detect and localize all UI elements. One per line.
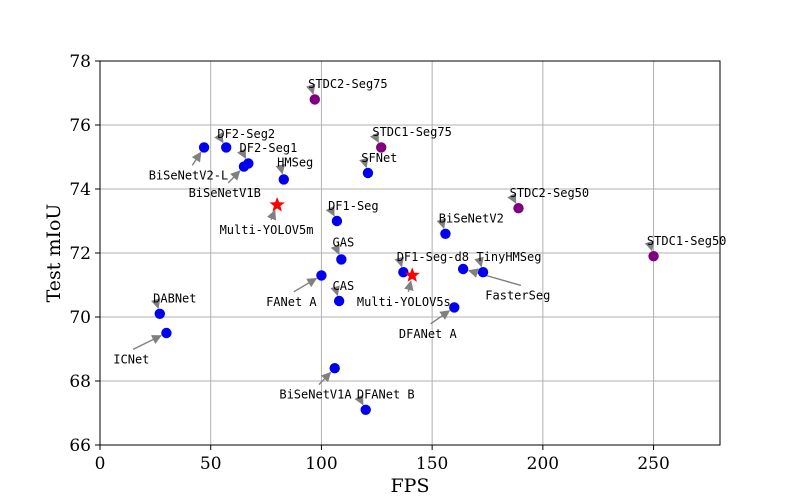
arrow-dfanet-a <box>430 310 451 325</box>
arrow-stdc1-seg50 <box>644 240 655 252</box>
label-fanet-a: FANet A <box>266 295 317 309</box>
point-df2-seg2 <box>221 142 232 153</box>
label-hmseg: HMSeg <box>277 156 313 170</box>
point-df1-seg <box>331 215 343 227</box>
x-tick-label: 100 <box>305 454 337 474</box>
y-tick-label: 66 <box>69 436 91 456</box>
label-stdc2-seg50: STDC2-Seg50 <box>510 186 589 200</box>
arrow-icnet <box>132 335 162 351</box>
y-axis-label: Test mIoU <box>43 204 65 303</box>
arrow-dfanet-b <box>354 394 364 406</box>
y-tick-label: 78 <box>69 52 91 72</box>
arrow-sfnet <box>359 157 369 169</box>
point-bisenetv1b <box>238 161 250 172</box>
point-stdc1-seg75 <box>376 142 387 153</box>
label-fasterseg: FasterSeg <box>485 288 550 302</box>
data-points <box>154 94 659 415</box>
y-tick-label: 72 <box>69 244 91 264</box>
label-df1-seg-d8: DF1-Seg-d8 <box>397 250 469 264</box>
label-bisenetv1a: BiSeNetV1A <box>279 388 352 402</box>
x-tick-label: 150 <box>416 454 448 474</box>
arrow-hmseg <box>275 163 286 175</box>
label-multi-yolov5m: Multi-YOLOV5m <box>220 223 314 237</box>
point-dfanet-a <box>449 302 460 313</box>
arrow-fanet-a <box>293 277 318 293</box>
arrow-tinyhmseg <box>474 256 484 268</box>
arrow-gas <box>330 243 340 255</box>
arrow-fasterseg <box>467 268 522 287</box>
point-multi-yolov5m <box>269 197 285 212</box>
point-gas <box>336 254 347 265</box>
axis-ticks: 0 50 100 150 200 250 66 68 70 72 74 76 78 <box>69 52 669 474</box>
arrow-dabnet <box>150 298 161 309</box>
arrow-stdc2-seg50 <box>507 192 517 204</box>
point-stdc2-seg50 <box>513 203 524 214</box>
point-sfnet <box>362 167 374 179</box>
x-tick-label: 0 <box>95 454 106 474</box>
point-bisenetv2-l <box>198 142 210 153</box>
label-bisenetv2-l: BiSeNetV2-L <box>149 168 228 182</box>
y-tick-label: 68 <box>69 372 91 392</box>
point-cas <box>333 295 345 307</box>
label-stdc2-seg75: STDC2-Seg75 <box>308 77 387 91</box>
x-tick-label: 50 <box>200 454 222 474</box>
label-icnet: ICNet <box>113 352 149 366</box>
point-df1-seg-d8 <box>398 267 409 278</box>
point-bisenetv2 <box>440 228 451 239</box>
label-df1-seg: DF1-Seg <box>328 199 379 213</box>
label-sfnet: SFNet <box>361 151 397 165</box>
x-tick-label: 250 <box>637 454 669 474</box>
arrow-bisenetv1a <box>318 371 332 386</box>
label-df2-seg2: DF2-Seg2 <box>217 127 275 141</box>
point-stdc1-seg50 <box>648 251 659 262</box>
point-dabnet <box>154 308 165 319</box>
arrow-df2-seg1 <box>237 148 247 159</box>
label-dabnet: DABNet <box>153 292 196 306</box>
label-dfanet-b: DFANet B <box>357 388 415 402</box>
label-stdc1-seg50: STDC1-Seg50 <box>647 234 726 248</box>
point-icnet <box>161 327 172 339</box>
point-fanet-a <box>316 270 327 281</box>
label-bisenetv1b: BiSeNetV1B <box>189 186 261 200</box>
y-tick-label: 70 <box>69 308 91 328</box>
arrow-df2-seg2 <box>214 132 224 144</box>
arrow-multi-yolov5m <box>266 209 277 221</box>
label-df2-seg1: DF2-Seg1 <box>240 141 298 155</box>
y-tick-label: 74 <box>69 180 91 200</box>
x-axis-label: FPS <box>391 475 430 497</box>
x-tick-label: 200 <box>527 454 559 474</box>
point-stdc2-seg75 <box>309 94 320 105</box>
point-dfanet-b <box>360 404 371 415</box>
label-stdc1-seg75: STDC1-Seg75 <box>372 125 451 139</box>
arrow-cas <box>330 285 340 297</box>
arrow-bisenetv2-l <box>191 151 202 166</box>
label-dfanet-a: DFANet A <box>399 327 458 341</box>
label-gas: GAS <box>333 236 355 250</box>
point-bisenetv1a <box>329 363 340 374</box>
arrow-df1-seg-d8 <box>394 256 404 268</box>
label-cas: CAS <box>333 279 355 293</box>
arrow-stdc2-seg75 <box>305 83 316 95</box>
label-bisenetv2: BiSeNetV2 <box>439 212 504 226</box>
point-fasterseg <box>457 263 469 275</box>
arrow-df1-seg <box>325 205 335 217</box>
point-tinyhmseg <box>477 267 489 278</box>
label-multi-yolov5s: Multi-YOLOV5s <box>357 295 451 309</box>
arrow-multi-yolov5s <box>404 280 414 292</box>
y-tick-label: 76 <box>69 116 91 136</box>
arrow-bisenetv1b <box>227 170 241 184</box>
annotation-arrows <box>132 83 655 406</box>
point-hmseg <box>278 174 289 185</box>
point-multi-yolov5s <box>404 267 420 282</box>
label-tinyhmseg: TinyHMSeg <box>476 250 541 264</box>
arrow-stdc1-seg75 <box>369 132 380 143</box>
arrow-bisenetv2 <box>436 218 447 229</box>
